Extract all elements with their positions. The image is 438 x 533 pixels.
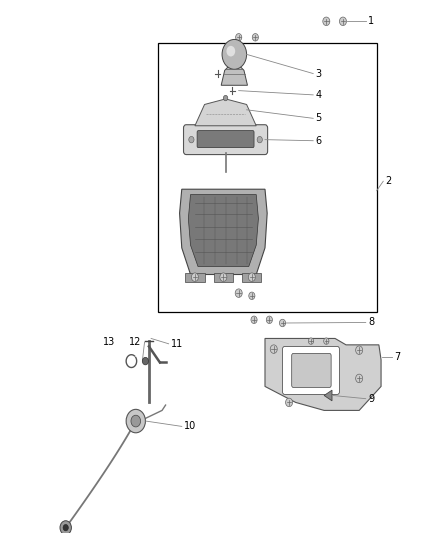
Circle shape [131,415,141,427]
FancyBboxPatch shape [197,131,254,148]
Circle shape [339,17,346,26]
Polygon shape [188,195,258,266]
Circle shape [236,34,242,41]
Circle shape [356,374,363,383]
Circle shape [279,319,286,327]
FancyBboxPatch shape [283,346,339,394]
Circle shape [252,34,258,41]
Text: 1: 1 [368,17,374,26]
Text: 7: 7 [394,352,400,362]
Bar [214,273,233,282]
Bar [185,273,205,282]
Text: 3: 3 [315,69,321,78]
Polygon shape [180,189,267,274]
Circle shape [235,289,242,297]
Circle shape [60,521,71,533]
Text: 8: 8 [368,318,374,327]
Text: 9: 9 [368,394,374,403]
Text: 10: 10 [184,422,196,431]
Circle shape [257,136,262,143]
Circle shape [324,338,329,344]
Circle shape [191,273,198,281]
Circle shape [308,338,314,344]
Circle shape [226,46,235,56]
Bar [242,273,261,282]
Circle shape [223,95,228,101]
Circle shape [356,346,363,354]
FancyBboxPatch shape [184,125,268,155]
Text: 2: 2 [385,176,392,186]
Circle shape [189,136,194,143]
Text: 4: 4 [315,90,321,100]
Circle shape [220,273,227,281]
Circle shape [248,273,255,281]
Circle shape [249,292,255,300]
Polygon shape [324,390,332,401]
Bar [158,43,377,312]
Text: 12: 12 [129,337,141,347]
FancyBboxPatch shape [292,353,331,387]
Circle shape [126,409,145,433]
Circle shape [323,17,330,26]
Text: 6: 6 [315,136,321,146]
Circle shape [222,39,247,69]
Circle shape [266,316,272,324]
Circle shape [251,316,257,324]
Polygon shape [195,99,256,126]
Text: 13: 13 [103,337,116,347]
Text: 5: 5 [315,114,321,123]
Polygon shape [221,65,247,85]
Circle shape [63,524,68,531]
Circle shape [270,345,277,353]
Polygon shape [265,338,381,410]
Text: 11: 11 [171,339,183,349]
Circle shape [286,398,293,407]
Circle shape [142,357,148,365]
